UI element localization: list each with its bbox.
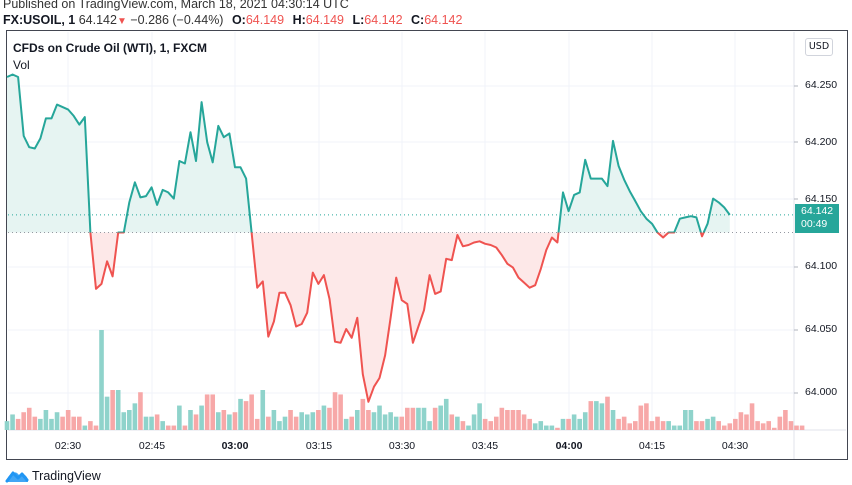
close-value: 64.142 bbox=[424, 13, 463, 27]
legend-title[interactable]: CFDs on Crude Oil (WTI), 1, FXCM bbox=[13, 41, 207, 55]
time-tick: 02:30 bbox=[54, 440, 82, 452]
price-tick: 64.000 bbox=[805, 386, 838, 398]
price-tick: 64.150 bbox=[805, 193, 838, 205]
price-tick: 64.100 bbox=[805, 260, 838, 272]
symbol-ohlc-bar: FX:USOIL, 1 64.142▼ −0.286 (−0.44%) O:64… bbox=[3, 13, 462, 27]
time-tick: 04:00 bbox=[555, 440, 583, 452]
open-label: O: bbox=[231, 13, 246, 27]
price-tick: 64.250 bbox=[805, 79, 838, 91]
price-tick: 64.050 bbox=[805, 323, 838, 335]
time-tick: 04:15 bbox=[638, 440, 666, 452]
triangle-down-icon: ▼ bbox=[116, 16, 127, 27]
time-tick: 02:45 bbox=[138, 440, 166, 452]
open-value: 64.149 bbox=[245, 13, 285, 27]
low-value: 64.142 bbox=[364, 13, 403, 27]
time-tick: 03:45 bbox=[471, 440, 499, 452]
bar-countdown: 00:49 bbox=[801, 218, 828, 230]
last-price: 64.142 bbox=[78, 13, 117, 27]
time-tick: 04:30 bbox=[721, 440, 749, 452]
current-price-label: 64.142 00:49 bbox=[795, 204, 839, 233]
close-label: C: bbox=[411, 13, 425, 27]
price-change: −0.286 (−0.44%) bbox=[130, 13, 224, 27]
published-caption: Published on TradingView.com, March 18, … bbox=[3, 0, 349, 11]
brand-name: TradingView bbox=[32, 469, 101, 483]
symbol-label: FX:USOIL, 1 bbox=[3, 13, 76, 27]
tradingview-cloud-icon bbox=[5, 471, 29, 483]
price-tick: 64.200 bbox=[805, 136, 838, 148]
time-tick: 03:15 bbox=[305, 440, 333, 452]
low-label: L: bbox=[352, 13, 365, 27]
legend-volume[interactable]: Vol bbox=[13, 58, 30, 72]
high-value: 64.149 bbox=[305, 13, 344, 27]
current-price-value: 64.142 bbox=[801, 205, 834, 217]
tradingview-logo[interactable]: TradingView bbox=[5, 469, 101, 483]
high-label: H: bbox=[292, 13, 306, 27]
time-tick: 03:00 bbox=[221, 440, 249, 452]
time-tick: 03:30 bbox=[388, 440, 416, 452]
currency-button[interactable]: USD bbox=[805, 38, 833, 56]
